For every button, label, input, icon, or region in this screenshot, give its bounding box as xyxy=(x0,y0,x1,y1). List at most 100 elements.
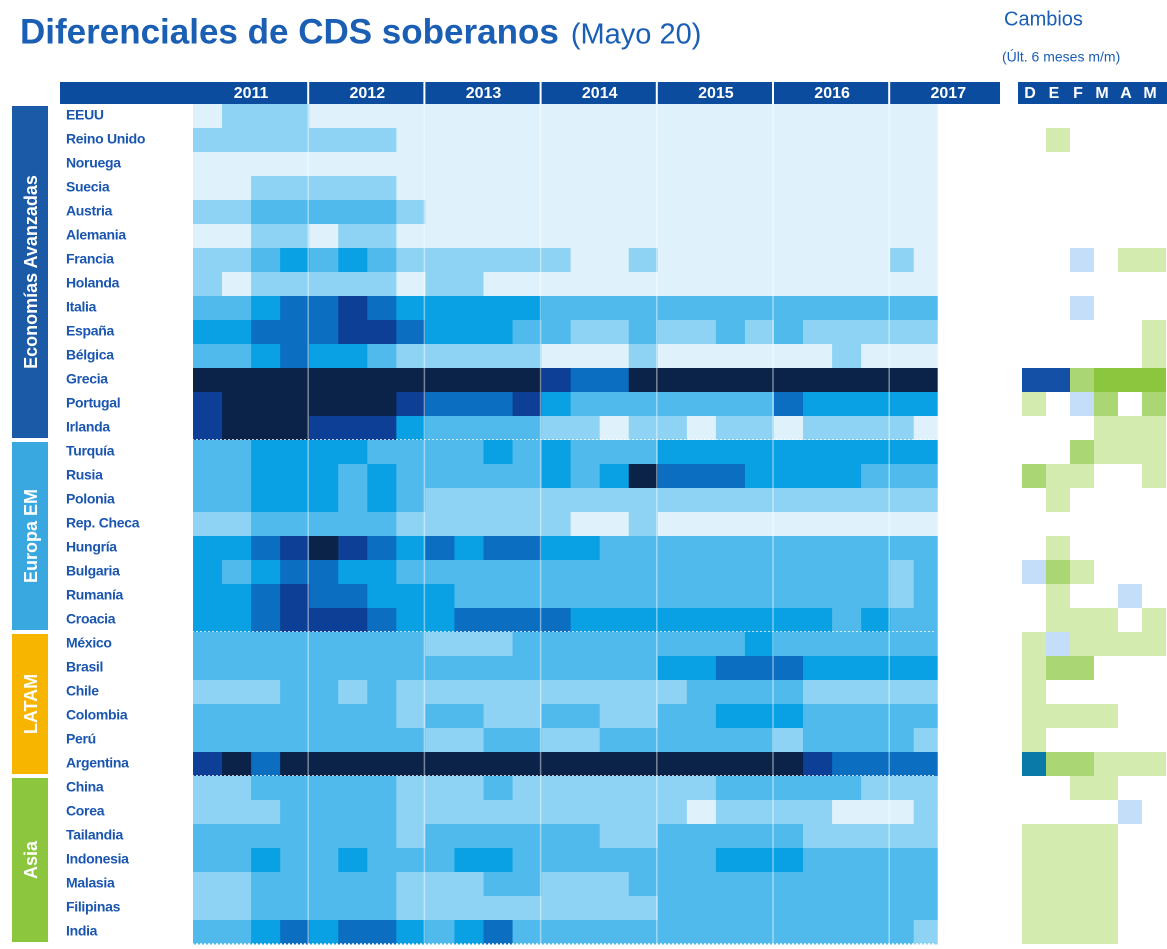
heat-cell xyxy=(913,872,938,897)
heat-cell xyxy=(541,920,572,945)
change-cell xyxy=(1142,368,1166,392)
heat-cell xyxy=(512,152,543,177)
heat-cell xyxy=(251,464,281,489)
heat-cell xyxy=(913,344,938,369)
change-cell xyxy=(1070,440,1094,464)
heat-cell xyxy=(425,128,455,153)
heat-cell xyxy=(686,680,717,705)
heat-cell xyxy=(657,584,688,609)
heat-cell xyxy=(454,680,484,705)
heat-cell xyxy=(309,776,339,801)
heat-cell xyxy=(396,320,426,345)
heat-cell xyxy=(396,344,426,369)
change-cell xyxy=(1070,680,1094,704)
change-cell xyxy=(1046,128,1070,152)
country-label: Bélgica xyxy=(66,347,114,363)
change-cell xyxy=(1094,632,1118,656)
heat-cell xyxy=(686,776,717,801)
heat-cell xyxy=(686,200,717,225)
heat-cell xyxy=(483,104,514,129)
heat-cell xyxy=(367,512,397,537)
heat-cell xyxy=(890,776,915,801)
heat-cell xyxy=(396,512,426,537)
heat-cell xyxy=(193,344,223,369)
heat-cell xyxy=(541,200,572,225)
heat-cell xyxy=(222,392,252,417)
heat-cell xyxy=(774,224,804,249)
country-label: Portugal xyxy=(66,395,120,411)
heat-cell xyxy=(832,224,862,249)
heat-cell xyxy=(193,656,223,681)
heat-cell xyxy=(396,752,426,777)
heat-cell xyxy=(890,608,915,633)
heat-cell xyxy=(890,512,915,537)
heat-cell xyxy=(628,416,659,441)
change-cell xyxy=(1094,176,1118,200)
year-label: 2011 xyxy=(234,85,269,102)
heat-cell xyxy=(803,560,833,585)
heat-cell xyxy=(454,872,484,897)
heat-cell xyxy=(628,680,659,705)
heat-cell xyxy=(251,536,281,561)
heat-cell xyxy=(774,536,804,561)
heat-cell xyxy=(309,416,339,441)
change-cell xyxy=(1070,536,1094,560)
heat-cell xyxy=(483,896,514,921)
change-cell xyxy=(1022,104,1046,128)
heat-cell xyxy=(454,176,484,201)
heat-cell xyxy=(454,656,484,681)
heat-cell xyxy=(628,776,659,801)
heat-cell xyxy=(774,320,804,345)
heat-cell xyxy=(890,800,915,825)
heat-cell xyxy=(541,416,572,441)
heat-cell xyxy=(803,368,833,393)
change-cell xyxy=(1142,896,1166,920)
change-cell xyxy=(1022,920,1046,944)
heat-cell xyxy=(861,872,891,897)
heat-cell xyxy=(222,536,252,561)
heat-cell xyxy=(570,512,601,537)
heat-cell xyxy=(686,152,717,177)
heat-cell xyxy=(861,176,891,201)
heat-cell xyxy=(425,344,455,369)
heat-cell xyxy=(657,848,688,873)
heat-cell xyxy=(541,152,572,177)
heat-cell xyxy=(715,776,746,801)
change-cell xyxy=(1046,584,1070,608)
heat-cell xyxy=(396,560,426,585)
heat-cell xyxy=(222,248,252,273)
heat-cell xyxy=(483,584,514,609)
change-cell xyxy=(1142,272,1166,296)
heat-cell xyxy=(483,848,514,873)
heat-cell xyxy=(890,224,915,249)
heat-cell xyxy=(193,560,223,585)
heat-cell xyxy=(715,464,746,489)
heat-cell xyxy=(396,464,426,489)
heat-cell xyxy=(309,704,339,729)
change-cell xyxy=(1046,440,1070,464)
heat-cell xyxy=(512,272,543,297)
heat-cell xyxy=(251,368,281,393)
heat-cell xyxy=(222,824,252,849)
change-cell xyxy=(1022,656,1046,680)
change-cell xyxy=(1118,464,1142,488)
heat-cell xyxy=(425,416,455,441)
heat-cell xyxy=(628,128,659,153)
heat-cell xyxy=(628,512,659,537)
heat-cell xyxy=(483,440,514,465)
heat-cell xyxy=(280,848,310,873)
heat-cell xyxy=(599,608,630,633)
heat-cell xyxy=(715,752,746,777)
change-cell xyxy=(1022,296,1046,320)
heat-cell xyxy=(570,272,601,297)
change-cell xyxy=(1022,632,1046,656)
heat-cell xyxy=(832,608,862,633)
heat-cell xyxy=(657,704,688,729)
heat-cell xyxy=(396,776,426,801)
group-bar xyxy=(12,106,48,438)
heat-cell xyxy=(774,488,804,513)
heat-cell xyxy=(193,200,223,225)
heat-cell xyxy=(570,344,601,369)
heat-cell xyxy=(861,608,891,633)
heat-cell xyxy=(715,632,746,657)
